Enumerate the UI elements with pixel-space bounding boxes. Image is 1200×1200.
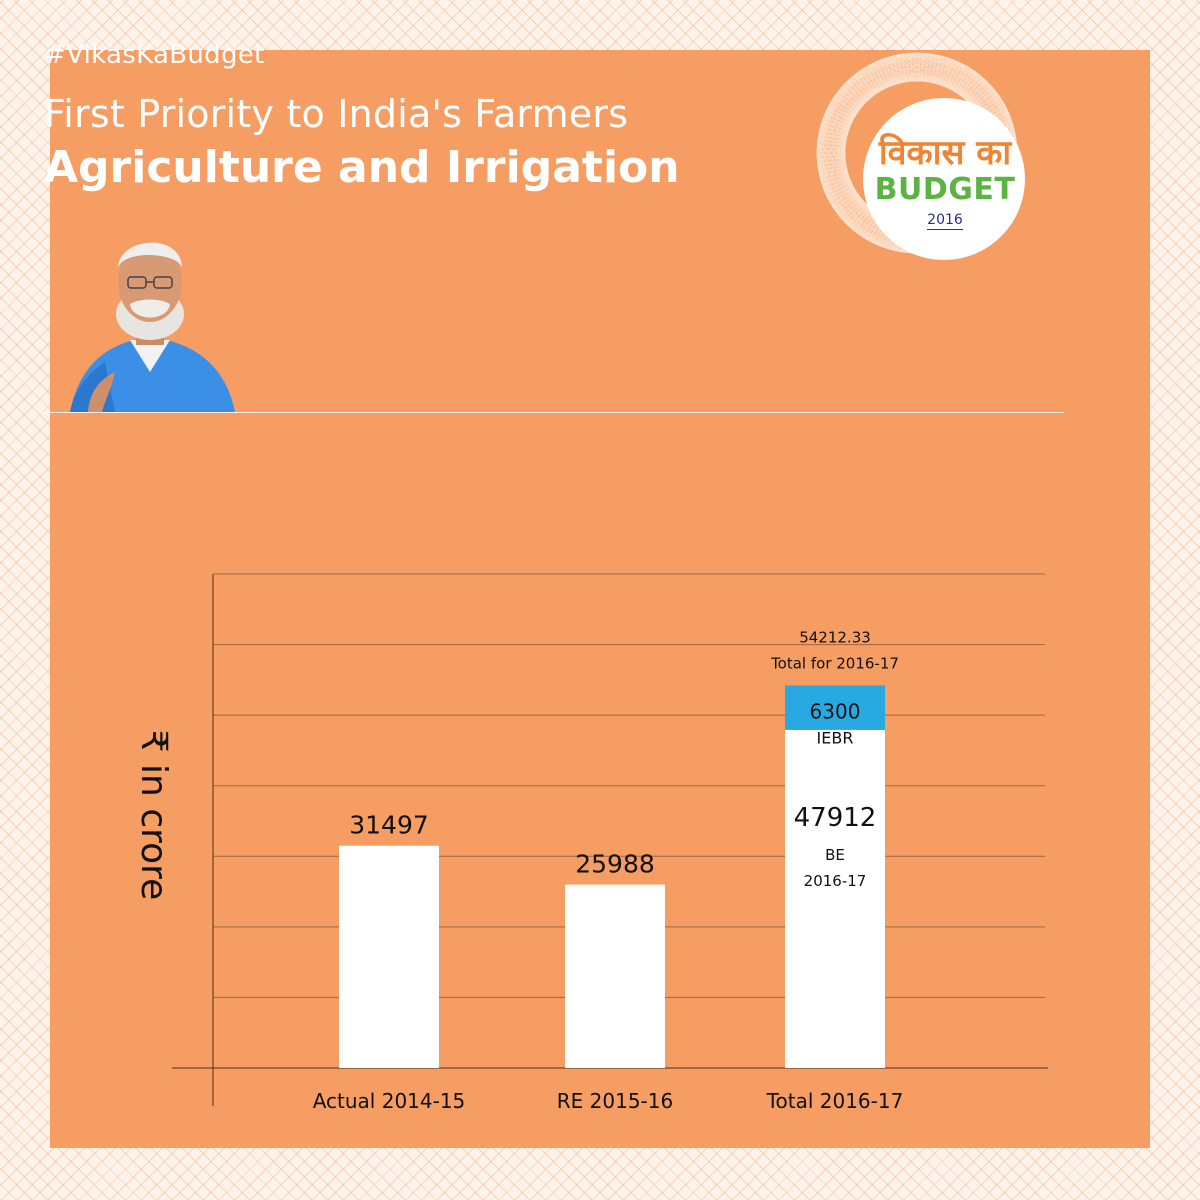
total-label: 54212.33 — [799, 628, 871, 646]
x-tick-label: Total 2016-17 — [766, 1089, 904, 1113]
hashtag: #VikasKaBudget — [44, 40, 265, 70]
logo-budget-text: BUDGET — [874, 172, 1016, 207]
x-tick-label: RE 2015-16 — [557, 1089, 673, 1113]
subtitle: First Priority to India's Farmers — [44, 92, 629, 136]
data-label-note: 2016-17 — [804, 872, 867, 890]
x-tick-label: Actual 2014-15 — [313, 1089, 466, 1113]
divider — [42, 412, 1064, 413]
bar-iebr — [785, 685, 885, 730]
logo-hindi-text: विकास का — [878, 133, 1012, 173]
data-label: 31497 — [349, 811, 429, 840]
page-title: Agriculture and Irrigation — [44, 142, 680, 193]
logo-disc — [863, 98, 1025, 260]
logo-year: 2016 — [845, 212, 1045, 230]
iebr-label: 6300 — [810, 699, 861, 723]
iebr-note: IEBR — [817, 728, 854, 747]
data-label: 47912 — [794, 803, 877, 833]
logo-year-text: 2016 — [927, 212, 963, 230]
bar-be — [785, 729, 885, 1068]
bar-be — [565, 884, 665, 1068]
total-note: Total for 2016-17 — [770, 654, 899, 672]
bar-be — [339, 845, 439, 1068]
data-label-note: BE — [825, 846, 845, 864]
portrait-image — [70, 242, 235, 412]
data-label: 25988 — [575, 850, 655, 879]
y-axis-label: ₹ in crore — [133, 730, 174, 901]
